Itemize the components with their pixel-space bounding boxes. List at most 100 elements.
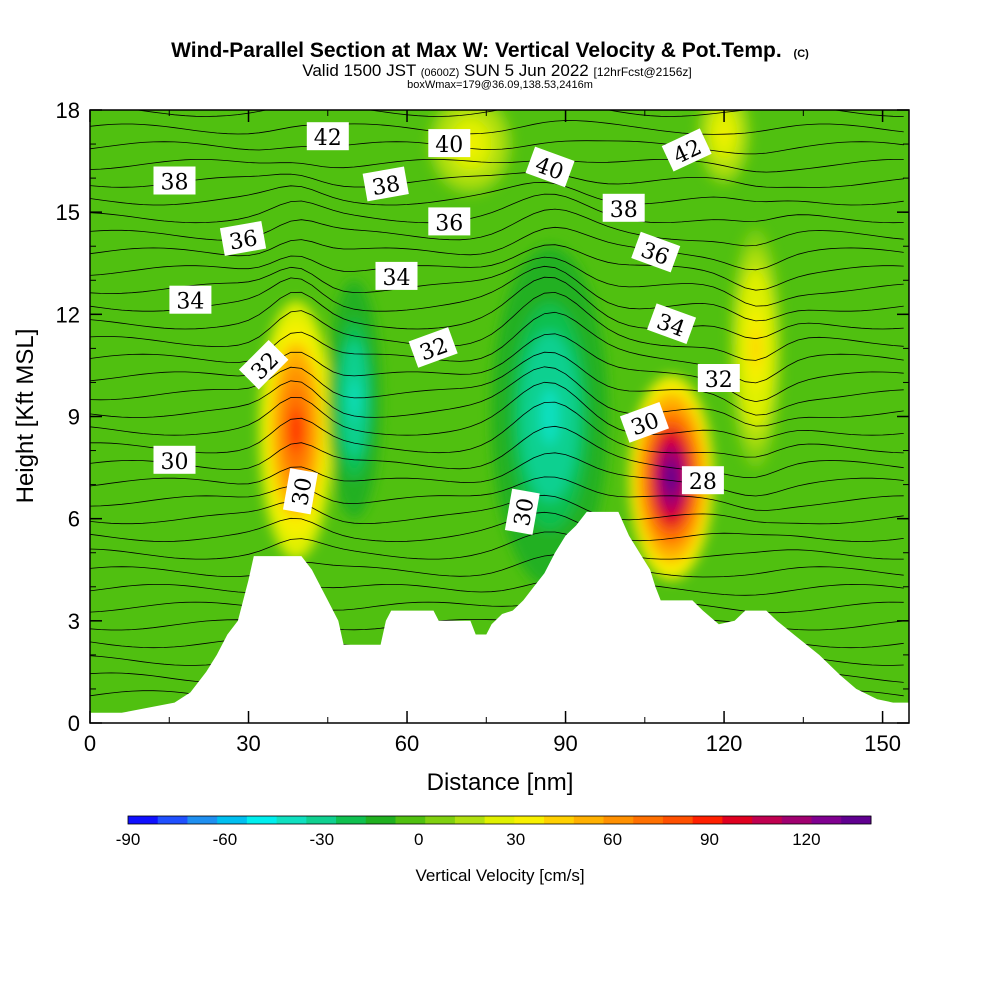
colorbar-title: Vertical Velocity [cm/s]: [415, 866, 584, 885]
theta-contour-line: [90, 476, 904, 511]
colorbar-swatch: [752, 816, 783, 824]
chart-title: Wind-Parallel Section at Max W: Vertical…: [171, 39, 809, 62]
theta-contour-line: [90, 366, 904, 427]
theta-contour-line: [90, 333, 904, 403]
colorbar-swatch: [662, 816, 694, 824]
colorbar-swatch: [306, 816, 337, 824]
svg-text:42: 42: [314, 126, 342, 151]
colorbar-swatch: [454, 816, 486, 824]
velocity-field: [259, 110, 783, 587]
chart-subtitle: Valid 1500 JST (0600Z) SUN 5 Jun 2022 [1…: [302, 61, 691, 80]
contour-label: 34: [169, 285, 212, 315]
colorbar-swatch: [395, 816, 426, 824]
y-tick-label: 12: [56, 302, 80, 327]
svg-text:40: 40: [435, 133, 463, 158]
svg-text:30: 30: [510, 496, 539, 528]
colorbar-swatch: [365, 816, 396, 824]
theta-contour-line: [90, 579, 904, 596]
theta-contour-line: [90, 171, 904, 188]
x-tick-label: 30: [236, 731, 260, 756]
theta-contour-line: [90, 554, 904, 578]
colorbar-tick-label: -60: [213, 830, 238, 849]
contour-label: 38: [602, 193, 645, 223]
colorbar-swatch: [187, 816, 218, 824]
theta-contour-line: [90, 311, 904, 384]
theta-contour-line: [90, 452, 904, 497]
colorbar-swatch: [722, 816, 753, 824]
velocity-cell: [349, 379, 359, 420]
colorbar-tick-label: 30: [506, 830, 525, 849]
colorbar-swatch: [425, 816, 456, 824]
colorbar-tick-label: -30: [310, 830, 335, 849]
velocity-cell: [751, 328, 761, 369]
colorbar-tick-label: -90: [116, 830, 141, 849]
contour-label: 30: [504, 488, 540, 535]
theta-contour-line: [90, 193, 904, 224]
colorbar-swatch: [336, 816, 367, 824]
contour-label: 32: [697, 364, 740, 393]
theta-contour-line: [90, 531, 904, 560]
theta-contour-line: [90, 265, 904, 322]
x-tick-label: 60: [395, 731, 419, 756]
y-tick-label: 3: [68, 609, 80, 634]
y-tick-label: 18: [56, 98, 80, 123]
x-tick-label: 0: [84, 731, 96, 756]
theta-contour-line: [90, 351, 904, 416]
svg-text:36: 36: [435, 211, 463, 236]
title-mark: (C): [794, 48, 810, 60]
x-axis-title: Distance [nm]: [427, 769, 574, 796]
theta-contour-line: [90, 159, 904, 173]
colorbar-swatch: [276, 816, 307, 824]
svg-text:30: 30: [161, 450, 189, 475]
contour-label: 38: [362, 166, 409, 202]
contour-label: 40: [428, 129, 471, 158]
theta-contour-line: [90, 291, 904, 361]
theta-contour-line: [90, 401, 904, 458]
contour-label: 32: [238, 339, 289, 390]
svg-text:34: 34: [383, 266, 411, 291]
theta-contour-line: [90, 140, 904, 155]
y-axis-title: Height [Kft MSL]: [12, 329, 39, 504]
contour-label: 36: [219, 220, 267, 256]
colorbar-swatch: [157, 816, 188, 824]
colorbar-swatch: [692, 816, 723, 824]
x-tick-label: 150: [864, 731, 901, 756]
colorbar-frame: [127, 815, 872, 825]
colorbar-swatch: [484, 816, 515, 824]
colorbar-tick-label: 90: [700, 830, 719, 849]
svg-text:32: 32: [705, 368, 733, 393]
chart-box-info: boxWmax=179@36.09,138.53,2416m: [407, 79, 593, 91]
colorbar-swatch: [514, 816, 545, 824]
colorbar-swatch: [128, 816, 159, 824]
colorbar-swatch: [246, 816, 278, 824]
y-tick-label: 6: [68, 507, 80, 532]
theta-contour-line: [90, 425, 904, 479]
contour-label: 30: [153, 445, 196, 475]
y-tick-label: 0: [68, 711, 80, 736]
colorbar-swatch: [781, 816, 813, 824]
velocity-cell: [664, 460, 679, 495]
x-tick-label: 90: [553, 731, 577, 756]
colorbar-swatch: [811, 816, 842, 824]
colorbar-tick-label: 120: [792, 830, 820, 849]
colorbar-swatch: [544, 816, 575, 824]
colorbar-tick-label: 0: [414, 830, 423, 849]
theta-contour-line: [90, 276, 904, 340]
theta-contour-line: [90, 511, 904, 542]
x-tick-label: 120: [706, 731, 743, 756]
velocity-cell: [289, 408, 303, 452]
svg-text:36: 36: [228, 226, 260, 255]
velocity-cell: [540, 388, 560, 445]
colorbar-swatch: [573, 816, 605, 824]
y-tick-label: 9: [68, 405, 80, 430]
svg-text:38: 38: [370, 172, 402, 201]
svg-text:38: 38: [610, 198, 638, 223]
theta-contour-line: [90, 244, 904, 291]
svg-text:28: 28: [689, 470, 717, 495]
plot-area: [90, 110, 909, 723]
contour-label: 34: [375, 261, 418, 291]
colorbar: -90 -60 -30 0 30 60 90 120: [116, 815, 872, 849]
theta-contour-line: [90, 256, 904, 307]
